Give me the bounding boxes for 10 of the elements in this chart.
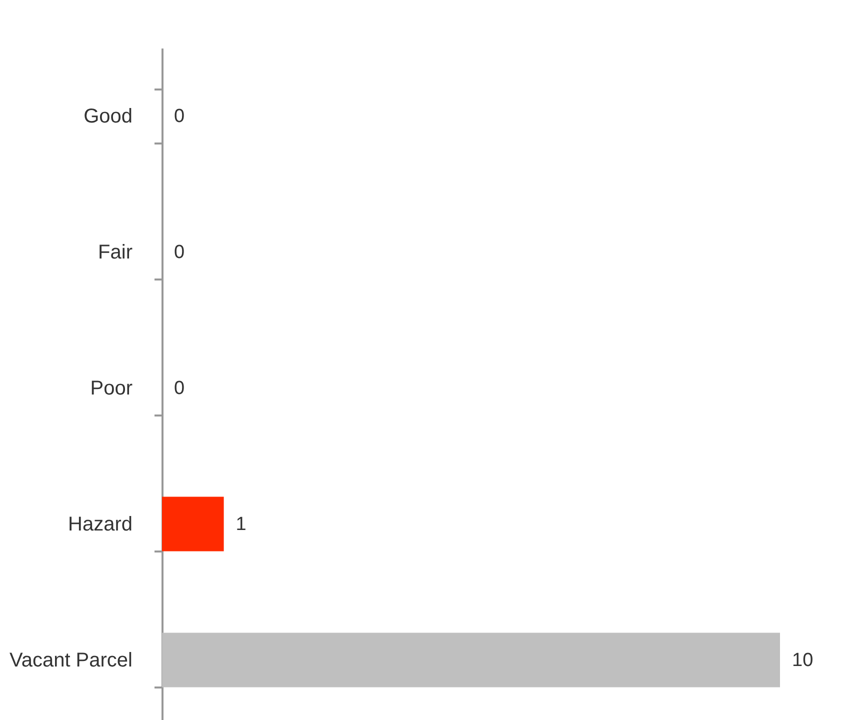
data-label: 0 bbox=[174, 106, 185, 127]
data-label: 1 bbox=[236, 514, 246, 535]
y-tick-label: Poor bbox=[90, 378, 133, 400]
y-tick-label: Hazard bbox=[68, 514, 132, 536]
y-tick-label: Good bbox=[84, 106, 132, 128]
y-tick-label: Vacant Parcel bbox=[9, 650, 132, 672]
data-label: 0 bbox=[174, 242, 185, 263]
y-tick-label: Fair bbox=[98, 242, 133, 264]
data-label: 10 bbox=[792, 650, 814, 671]
data-label: 0 bbox=[174, 378, 185, 399]
